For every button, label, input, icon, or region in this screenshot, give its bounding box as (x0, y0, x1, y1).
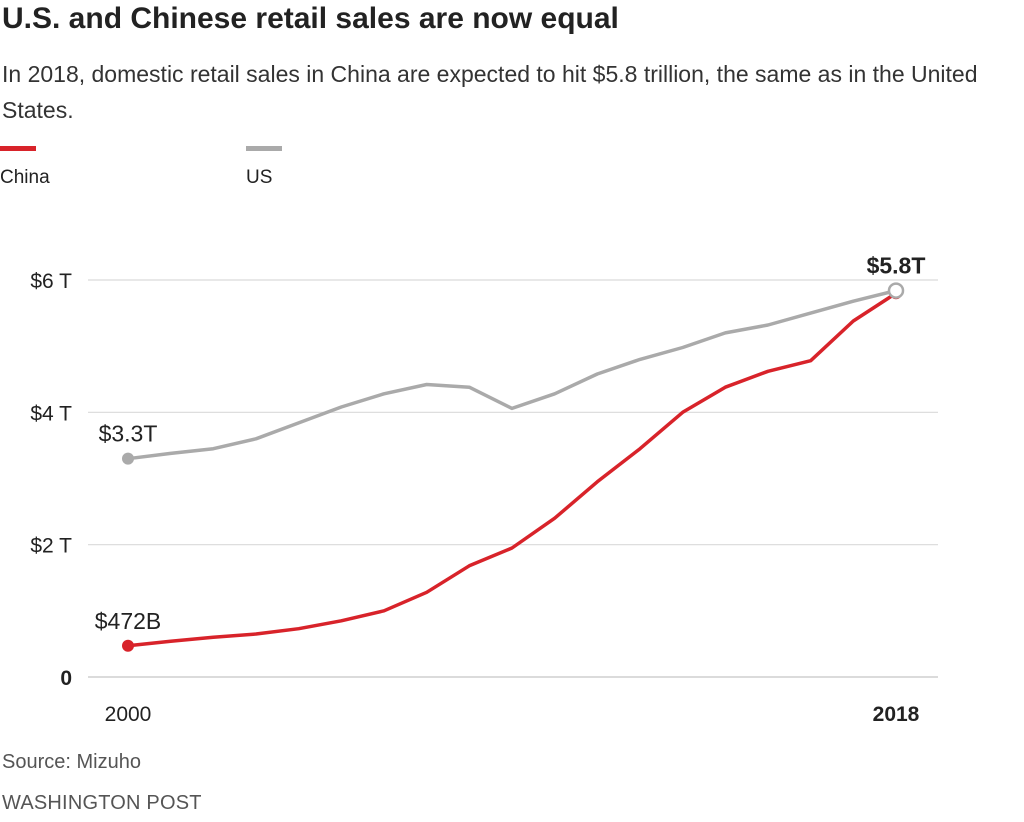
chart-title: U.S. and Chinese retail sales are now eq… (2, 2, 619, 35)
y-tick-label-6-t: $6 T (30, 270, 72, 293)
x-tick-label-2000: 2000 (105, 703, 152, 726)
source-note: Source: Mizuho (2, 751, 141, 773)
legend-item-china: China (0, 146, 50, 189)
y-tick-label-4-t: $4 T (30, 402, 72, 425)
data-label-472b: $472B (95, 608, 162, 634)
chart-subtitle: In 2018, domestic retail sales in China … (2, 61, 978, 123)
legend-item-us: US (246, 146, 282, 189)
legend-swatch-china (0, 146, 36, 151)
legend-label-us: US (246, 167, 273, 188)
end-marker-us (887, 282, 905, 299)
legend-label-china: China (0, 167, 50, 188)
series-line-china (126, 291, 898, 648)
data-label-3-3t: $3.3T (99, 421, 158, 447)
publisher-credit: WASHINGTON POST (2, 792, 202, 814)
start-marker-us (122, 452, 134, 465)
x-tick-label-2018: 2018 (873, 703, 920, 726)
y-tick-label-0: 0 (60, 667, 72, 690)
legend-swatch-us (246, 146, 282, 151)
y-tick-label-2-t: $2 T (30, 535, 72, 558)
series-line-us (126, 288, 898, 461)
data-label-5-8t: $5.8T (867, 253, 926, 279)
start-marker-china (122, 639, 134, 652)
